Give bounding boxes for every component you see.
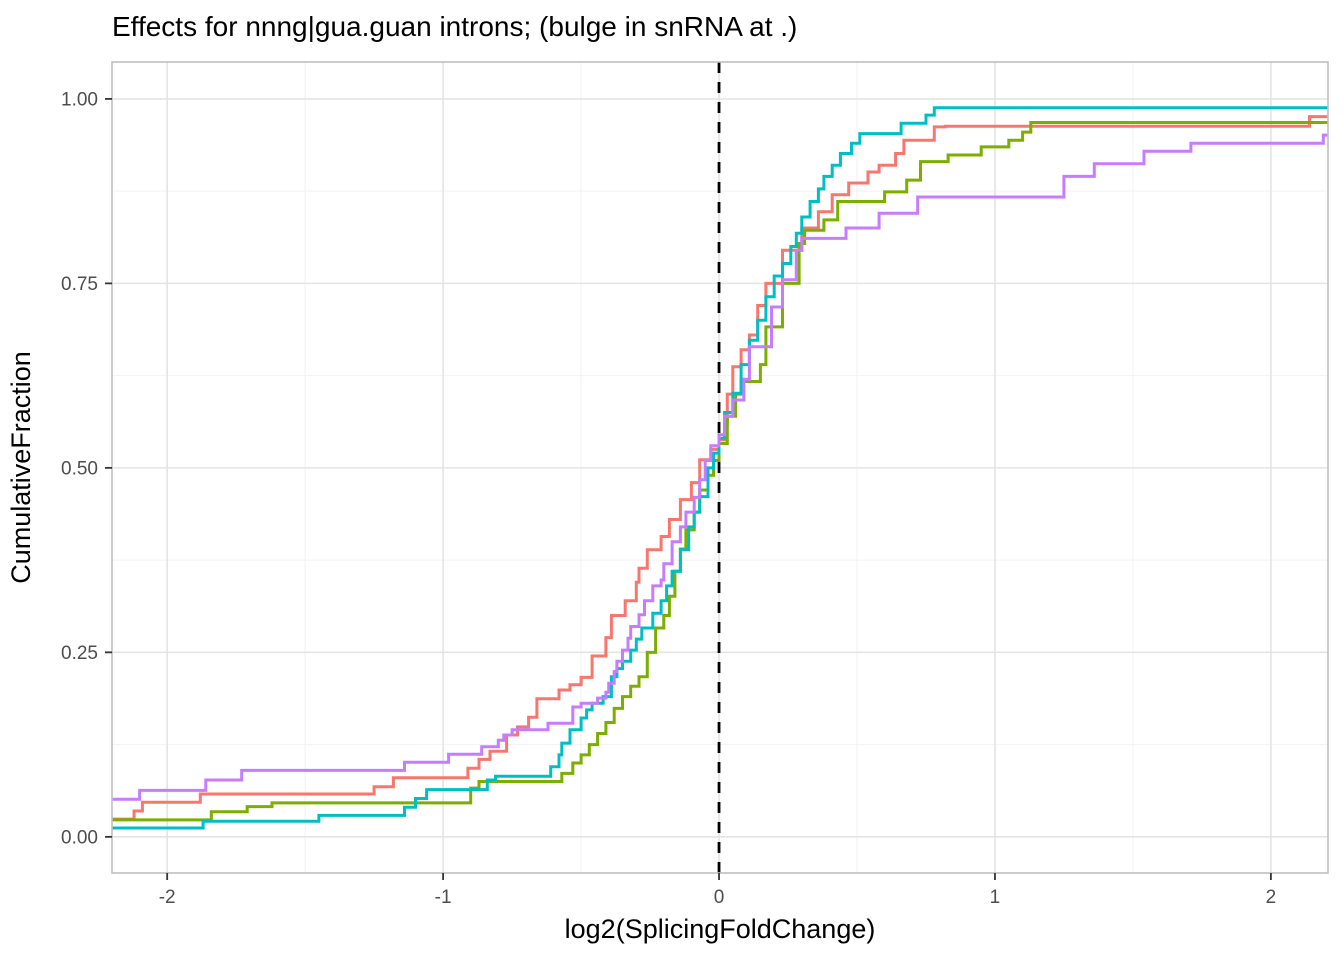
series-line-group-1-salmon (112, 115, 1328, 821)
series-line-group-3-cyan (112, 106, 1328, 830)
y-tick-label: 0.00 (61, 827, 98, 848)
x-tick-label: -1 (435, 887, 452, 908)
y-tick-label: 0.25 (61, 643, 98, 664)
x-tick-label: 1 (990, 887, 1001, 908)
y-tick-label: 0.50 (61, 458, 98, 479)
y-axis-title: CumulativeFraction (6, 351, 36, 584)
x-axis-title: log2(SplicingFoldChange) (565, 914, 876, 944)
x-tick-label: 2 (1266, 887, 1277, 908)
x-tick-label: -2 (159, 887, 176, 908)
series-layer (112, 106, 1328, 830)
y-tick-label: 0.75 (61, 274, 98, 295)
tick-layer (105, 97, 1272, 880)
series-line-group-4-purple (112, 133, 1328, 801)
plot-title: Effects for nnng|gua.guan introns; (bulg… (112, 11, 797, 42)
x-tick-label: 0 (714, 887, 725, 908)
y-tick-label: 1.00 (61, 89, 98, 110)
tick-label-layer: -2 -1 0 1 2 0.00 0.25 0.50 0.75 1.00 (61, 89, 1276, 908)
